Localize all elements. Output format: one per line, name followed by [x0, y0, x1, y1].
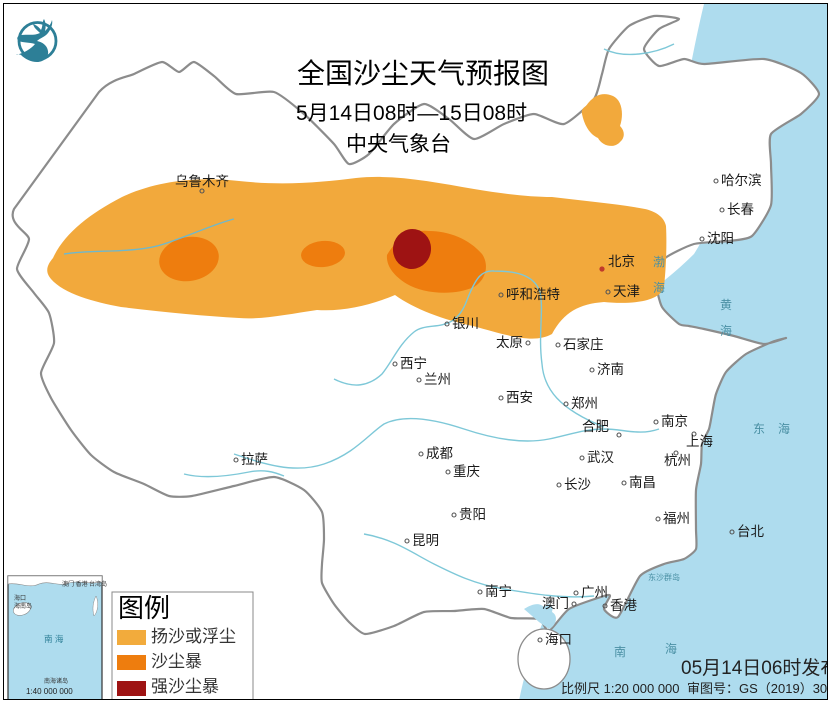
- svg-text:兰州: 兰州: [424, 372, 451, 387]
- svg-text:武汉: 武汉: [587, 450, 615, 465]
- svg-text:南京: 南京: [661, 414, 688, 429]
- svg-text:天津: 天津: [613, 284, 640, 299]
- svg-text:南昌: 南昌: [629, 475, 656, 490]
- svg-text:杭州: 杭州: [664, 453, 691, 468]
- svg-text:5月14日08时—15日08时: 5月14日08时—15日08时: [296, 102, 527, 125]
- svg-text:乌鲁木齐: 乌鲁木齐: [175, 174, 229, 189]
- svg-text:长春: 长春: [727, 202, 755, 217]
- svg-text:海口: 海口: [545, 632, 572, 647]
- svg-text:海口: 海口: [14, 594, 26, 602]
- svg-text:济南: 济南: [597, 362, 624, 377]
- svg-text:东沙群岛: 东沙群岛: [648, 572, 680, 582]
- svg-text:沙尘暴: 沙尘暴: [151, 652, 202, 671]
- svg-text:合肥: 合肥: [582, 419, 609, 434]
- svg-text:银川: 银川: [452, 316, 479, 331]
- svg-text:重庆: 重庆: [453, 464, 480, 479]
- svg-text:强沙尘暴: 强沙尘暴: [151, 677, 219, 696]
- svg-text:图例: 图例: [118, 593, 170, 623]
- svg-text:澳门 香港: 澳门 香港: [62, 580, 88, 588]
- svg-text:东: 东: [753, 422, 765, 436]
- svg-text:南: 南: [614, 644, 626, 659]
- svg-text:海: 海: [720, 323, 732, 338]
- svg-text:呼和浩特: 呼和浩特: [506, 287, 560, 302]
- svg-text:郑州: 郑州: [571, 396, 598, 411]
- svg-text:黄: 黄: [720, 298, 732, 312]
- svg-text:福州: 福州: [663, 511, 690, 526]
- svg-text:广州: 广州: [581, 585, 608, 600]
- svg-text:南 海: 南 海: [44, 634, 64, 644]
- svg-text:中央气象台: 中央气象台: [346, 133, 451, 156]
- svg-text:台北: 台北: [737, 524, 765, 539]
- svg-text:哈尔滨: 哈尔滨: [721, 173, 762, 188]
- svg-text:05月14日06时发布: 05月14日06时发布: [681, 657, 828, 679]
- svg-text:沈阳: 沈阳: [707, 231, 734, 246]
- svg-text:1:40 000 000: 1:40 000 000: [26, 687, 73, 696]
- svg-text:海: 海: [653, 280, 665, 295]
- svg-text:北京: 北京: [608, 254, 635, 269]
- svg-text:全国沙尘天气预报图: 全国沙尘天气预报图: [297, 58, 549, 89]
- svg-text:西宁: 西宁: [400, 355, 427, 371]
- svg-text:昆明: 昆明: [412, 533, 439, 548]
- svg-text:拉萨: 拉萨: [241, 452, 268, 467]
- svg-text:海: 海: [665, 641, 677, 656]
- svg-text:南宁: 南宁: [485, 583, 512, 599]
- svg-text:太原: 太原: [496, 335, 523, 350]
- svg-text:澳门: 澳门: [542, 596, 569, 611]
- svg-text:扬沙或浮尘: 扬沙或浮尘: [151, 627, 236, 646]
- svg-text:南海诸岛: 南海诸岛: [44, 677, 68, 685]
- svg-text:渤: 渤: [653, 255, 665, 269]
- svg-text:海: 海: [778, 421, 790, 436]
- svg-text:台湾岛: 台湾岛: [89, 580, 107, 588]
- svg-text:西安: 西安: [506, 390, 533, 405]
- svg-text:成都: 成都: [426, 446, 453, 461]
- svg-text:石家庄: 石家庄: [563, 336, 604, 352]
- svg-text:长沙: 长沙: [564, 477, 591, 492]
- svg-text:审图号：GS（2019）3082号: 审图号：GS（2019）3082号: [687, 681, 828, 696]
- svg-text:贵阳: 贵阳: [459, 507, 486, 522]
- svg-text:上海: 上海: [686, 434, 713, 449]
- svg-text:香港: 香港: [610, 598, 638, 613]
- svg-text:比例尺 1:20 000 000: 比例尺 1:20 000 000: [561, 681, 680, 696]
- svg-text:海南岛: 海南岛: [14, 602, 32, 610]
